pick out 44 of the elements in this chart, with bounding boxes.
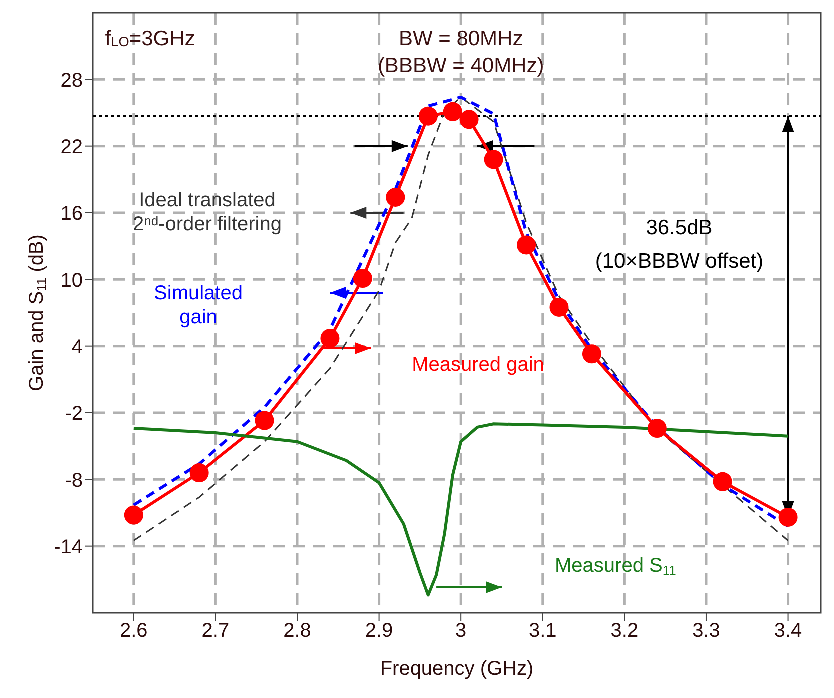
x-tick-label: 2.7 [202, 620, 230, 642]
x-tick-label: 3.1 [528, 620, 557, 642]
y-tick-label: 28 [60, 70, 83, 92]
point [550, 298, 569, 317]
y-tick-label: -8 [65, 470, 83, 492]
x-axis-title: Frequency (GHz) [380, 658, 534, 680]
point [517, 236, 536, 255]
point [778, 508, 798, 527]
point [484, 150, 504, 170]
text: Simulated gain [154, 282, 243, 329]
annotation: BW = 80MHz [398, 27, 524, 50]
x-tick-label: 3.4 [774, 620, 802, 642]
point [255, 411, 274, 430]
annotation: (10×BBBW offset) [595, 249, 764, 272]
x-tick-label: 3.2 [610, 620, 639, 642]
y-tick-label: -2 [65, 403, 83, 426]
point [713, 472, 732, 492]
y-tick-label: -14 [54, 536, 83, 558]
point [582, 344, 602, 364]
point [418, 106, 438, 126]
y-tick-label: 22 [60, 136, 83, 158]
annotation: (BBBW = 40MHz) [378, 54, 544, 77]
point [190, 464, 209, 482]
point [353, 269, 372, 288]
x-tick-label: 3.3 [692, 620, 720, 642]
line-series [132, 422, 790, 597]
x-tick-label: 2.9 [365, 620, 394, 642]
text: Measured S$_{11}$ [555, 554, 676, 578]
point [460, 110, 479, 130]
x-tick-label: 2.6 [120, 620, 148, 642]
annotation: f$_{LO}$=3GHz [105, 27, 196, 50]
point [648, 419, 667, 438]
point [124, 506, 144, 525]
y-tick-label: 16 [60, 203, 83, 226]
text: Ideal translated 2$^{nd}$-order filtering [133, 189, 282, 236]
point [386, 188, 406, 207]
x-tick-label: 2.8 [284, 620, 312, 642]
y-tick-label: 10 [60, 270, 83, 292]
annotation: 36.5dB [646, 216, 713, 240]
point [443, 102, 462, 122]
series-label: Measured gain [412, 354, 544, 376]
point [320, 329, 340, 348]
x-tick-label: 3 [456, 620, 467, 642]
y-tick-label: 4 [72, 336, 83, 358]
